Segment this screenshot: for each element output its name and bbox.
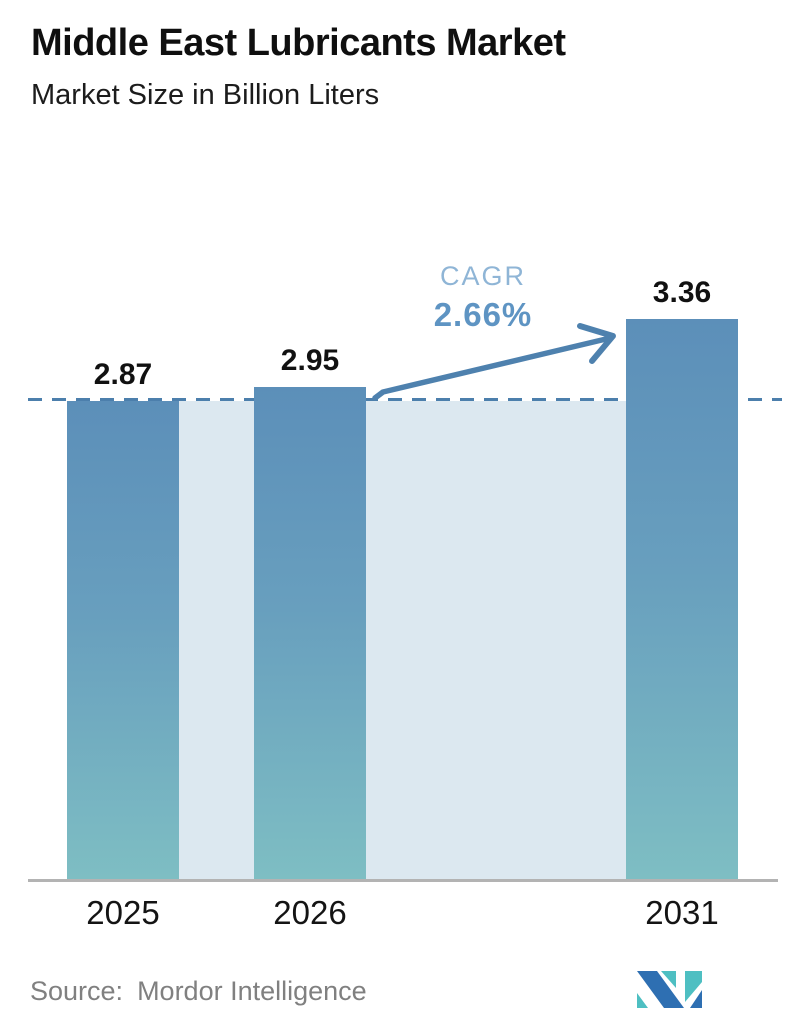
source-name: Mordor Intelligence — [137, 976, 367, 1006]
chart-title: Middle East Lubricants Market — [31, 22, 566, 64]
bar-2025 — [67, 401, 179, 880]
x-axis-line — [28, 879, 778, 882]
x-tick-2026: 2026 — [273, 894, 347, 931]
source-line: Source: Mordor Intelligence — [30, 976, 367, 1007]
mordor-intelligence-logo — [637, 971, 702, 1008]
source-label: Source: — [30, 976, 124, 1006]
bar-2026 — [254, 387, 366, 880]
bar-value-label-2031: 3.36 — [652, 276, 712, 309]
x-tick-2025: 2025 — [86, 894, 160, 931]
bar-value-label-2025: 2.87 — [93, 358, 153, 391]
bar-2031 — [626, 319, 738, 880]
cagr-label: CAGR — [439, 261, 526, 291]
cagr-value: 2.66% — [433, 296, 533, 333]
chart-subtitle: Market Size in Billion Liters — [31, 79, 380, 111]
x-tick-2031: 2031 — [645, 894, 719, 931]
bar-value-label-2026: 2.95 — [280, 344, 340, 377]
